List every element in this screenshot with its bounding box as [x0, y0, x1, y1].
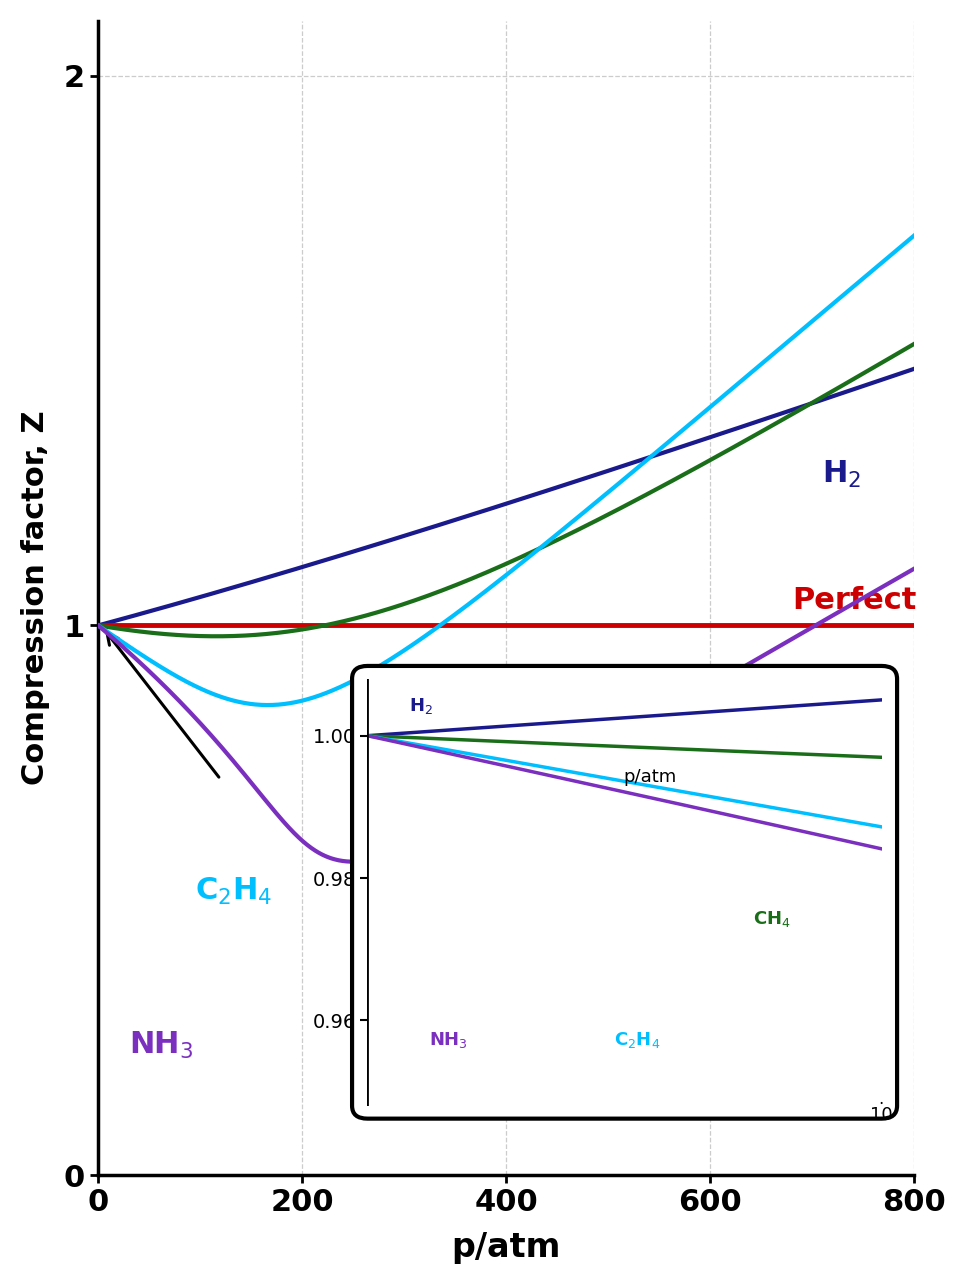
X-axis label: p/atm: p/atm — [452, 1231, 561, 1264]
Text: CH$_4$: CH$_4$ — [496, 777, 559, 808]
Text: C$_2$H$_4$: C$_2$H$_4$ — [195, 876, 273, 907]
Text: Perfect: Perfect — [792, 586, 917, 616]
Y-axis label: Compression factor, Z: Compression factor, Z — [21, 411, 50, 785]
Text: H$_2$: H$_2$ — [823, 459, 862, 490]
Text: NH$_3$: NH$_3$ — [129, 1031, 193, 1061]
